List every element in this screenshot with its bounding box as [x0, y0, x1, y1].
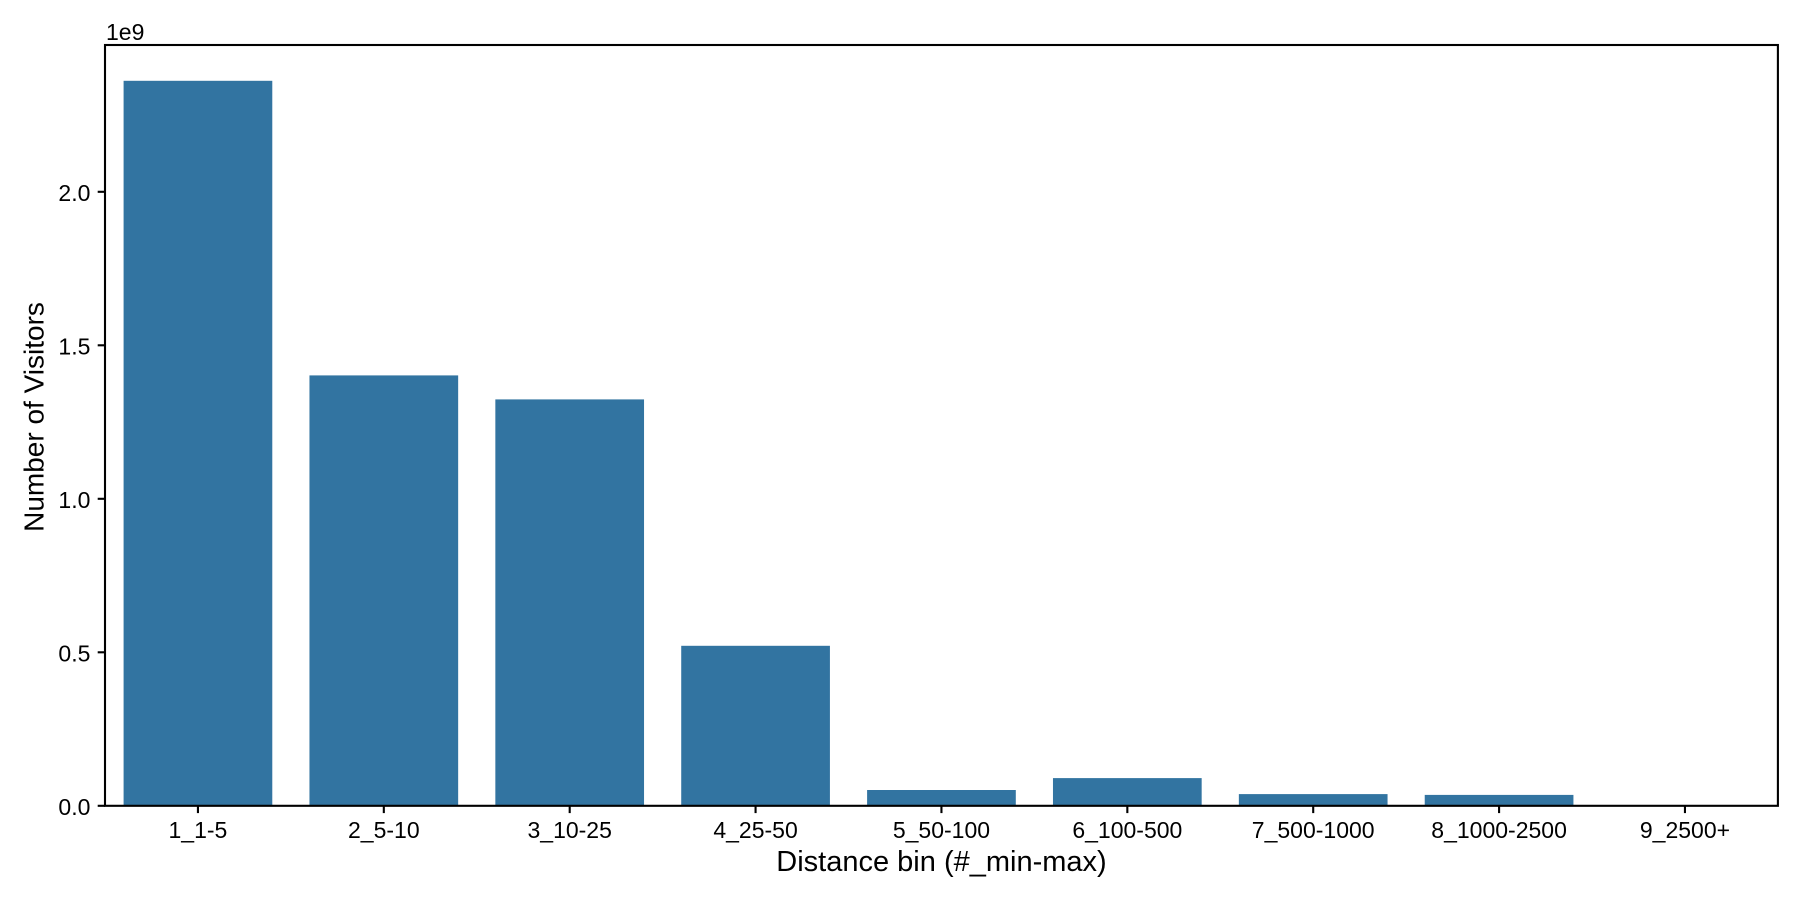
svg-text:9_2500+: 9_2500+: [1640, 817, 1730, 843]
svg-text:0.5: 0.5: [58, 641, 90, 667]
svg-text:4_25-50: 4_25-50: [713, 817, 797, 843]
svg-text:Number of Visitors: Number of Visitors: [19, 302, 50, 532]
svg-text:0.0: 0.0: [58, 794, 90, 820]
svg-text:1e9: 1e9: [106, 19, 144, 45]
svg-text:6_100-500: 6_100-500: [1072, 817, 1182, 843]
svg-text:2_5-10: 2_5-10: [348, 817, 420, 843]
svg-text:Distance bin (#_min-max): Distance bin (#_min-max): [776, 846, 1106, 878]
svg-text:2.0: 2.0: [58, 180, 90, 206]
svg-text:7_500-1000: 7_500-1000: [1252, 817, 1375, 843]
svg-text:5_50-100: 5_50-100: [893, 817, 990, 843]
svg-text:3_10-25: 3_10-25: [527, 817, 611, 843]
svg-text:8_1000-2500: 8_1000-2500: [1431, 817, 1567, 843]
svg-text:1.5: 1.5: [58, 334, 90, 360]
svg-text:1.0: 1.0: [58, 487, 90, 513]
svg-text:1_1-5: 1_1-5: [169, 817, 228, 843]
